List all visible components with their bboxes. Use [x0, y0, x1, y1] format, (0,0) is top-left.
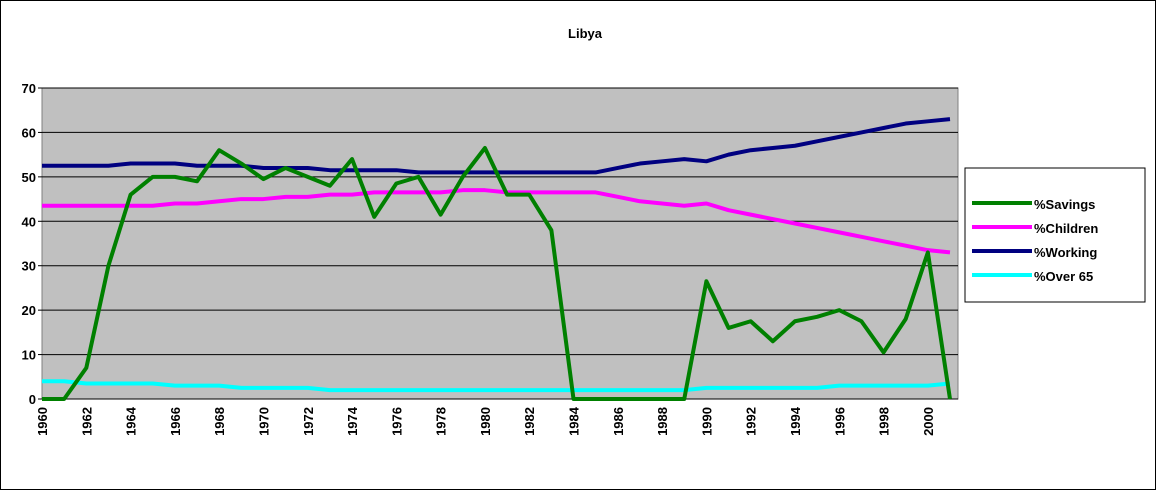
x-tick-label: 1960	[35, 407, 50, 436]
series-line	[42, 145, 952, 401]
chart-title: Libya	[568, 26, 603, 41]
y-tick-label: 70	[22, 81, 36, 96]
x-tick-label: 1990	[699, 407, 714, 436]
x-tick-label: 1966	[168, 407, 183, 436]
x-tick-label: 1988	[655, 407, 670, 436]
y-tick-label: 30	[22, 259, 36, 274]
y-tick-label: 0	[29, 392, 36, 407]
x-tick-label: 2000	[921, 407, 936, 436]
y-tick-label: 60	[22, 125, 36, 140]
x-tick-label: 1962	[79, 407, 94, 436]
x-tick-label: 1976	[389, 407, 404, 436]
y-tick-label: 20	[22, 303, 36, 318]
x-tick-label: 1998	[877, 407, 892, 436]
legend-label: %Savings	[1034, 197, 1095, 212]
y-tick-label: 10	[22, 348, 36, 363]
x-tick-label: 1980	[478, 407, 493, 436]
series-line	[42, 188, 951, 255]
x-tick-label: 1994	[788, 406, 803, 436]
x-tick-label: 1968	[212, 407, 227, 436]
x-tick-label: 1972	[301, 407, 316, 436]
y-tick-label: 40	[22, 214, 36, 229]
plot-area	[41, 87, 959, 400]
x-tick-label: 1996	[832, 407, 847, 436]
x-tick-label: 1984	[567, 406, 582, 436]
y-tick-label: 50	[22, 170, 36, 185]
x-tick-label: 1986	[611, 407, 626, 436]
x-tick-label: 1982	[522, 407, 537, 436]
legend-label: %Over 65	[1034, 269, 1093, 284]
series-line	[42, 379, 951, 393]
x-tick-label: 1970	[256, 407, 271, 436]
x-tick-label: 1974	[345, 406, 360, 436]
legend-label: %Children	[1034, 221, 1098, 236]
legend-label: %Working	[1034, 245, 1097, 260]
x-tick-label: 1978	[434, 407, 449, 436]
legend	[964, 167, 1146, 303]
x-tick-label: 1992	[744, 407, 759, 436]
x-tick-label: 1964	[124, 406, 139, 436]
